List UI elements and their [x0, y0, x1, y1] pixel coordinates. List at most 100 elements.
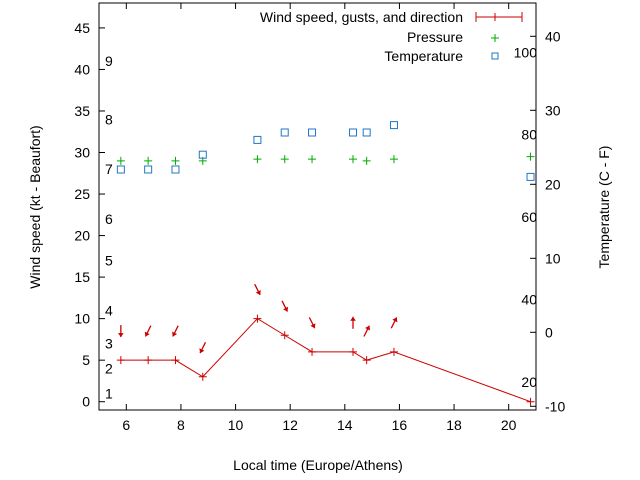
temperature-point [308, 128, 317, 137]
fahrenheit-label: 100 [514, 45, 538, 61]
wind-arrow-head [144, 331, 150, 337]
wind-arrow-icon [254, 283, 261, 296]
pressure-point [253, 155, 262, 164]
pressure-point [144, 156, 153, 165]
pressure-point [362, 156, 371, 165]
pressure-point [526, 152, 535, 161]
wind-arrow-head [255, 290, 261, 295]
beaufort-label: 9 [105, 53, 113, 69]
legend-swatch-wind [475, 12, 523, 22]
wind-speed-point [144, 356, 153, 365]
y2-axis-label: Temperature (C - F) [596, 146, 612, 269]
wind-arrow-head [392, 317, 398, 323]
wind-speed-point [171, 356, 180, 365]
fahrenheit-label: 20 [521, 374, 537, 390]
pressure-point [116, 156, 125, 165]
y-tick-label: 30 [74, 145, 90, 161]
wind-direction-arrows [118, 283, 398, 354]
temperature-point [253, 135, 262, 144]
wind-arrow-icon [172, 325, 179, 337]
temperature-point [171, 165, 180, 174]
pressure-point [171, 156, 180, 165]
wind-speed-point [308, 347, 317, 356]
beaufort-labels: 1 2 3 4 5 6 7 8 9 [105, 53, 113, 401]
wind-speed-point [349, 347, 358, 356]
wind-arrow-head [118, 333, 124, 338]
fahrenheit-labels: 20 40 60 80 100 [514, 45, 538, 390]
y2-tick-label: -10 [545, 398, 565, 414]
y-tick-label: 0 [82, 394, 90, 410]
legend-label-temperature: Temperature [384, 48, 463, 64]
wind-arrow-icon [350, 316, 356, 329]
y-tick-label: 45 [74, 20, 90, 36]
wind-arrow-head [283, 306, 289, 312]
pressure-point [308, 155, 317, 164]
wind-speed-line [120, 317, 531, 403]
wind-arrow-icon [281, 300, 289, 312]
wind-arrow-head [199, 348, 205, 354]
temperature-point [280, 128, 289, 137]
series-plus-line [116, 314, 535, 406]
legend-swatch-pressure [491, 34, 499, 42]
fahrenheit-label: 80 [521, 127, 537, 143]
tick-labels: 6 8 10 12 14 16 18 20051015202530354045-1001020… [74, 20, 565, 433]
series-layer [116, 121, 535, 406]
x-tick-label: 12 [282, 417, 298, 433]
wind-arrow-icon [363, 325, 371, 337]
beaufort-label: 8 [105, 111, 113, 127]
y2-tick-label: 20 [545, 176, 561, 192]
wind-speed-point [198, 372, 207, 381]
y-tick-label: 10 [74, 311, 90, 327]
legend-label-wind: Wind speed, gusts, and direction [260, 9, 463, 25]
x-axis-label: Local time (Europe/Athens) [233, 457, 403, 473]
temperature-point [362, 128, 371, 137]
wind-arrow-icon [199, 342, 207, 354]
wind-arrow-icon [308, 317, 316, 329]
axis-ticks [99, 3, 536, 410]
x-tick-label: 8 [177, 417, 185, 433]
temperature-point [116, 165, 125, 174]
pressure-point [389, 155, 398, 164]
beaufort-label: 6 [105, 211, 113, 227]
x-tick-label: 10 [228, 417, 244, 433]
wind-arrow-icon [144, 325, 152, 337]
y-axis-label: Wind speed (kt - Beaufort) [27, 125, 43, 288]
y-tick-label: 40 [74, 61, 90, 77]
wind-speed-point [362, 356, 371, 365]
fahrenheit-label: 40 [521, 292, 537, 308]
wind-arrow-head [172, 331, 178, 337]
beaufort-label: 3 [105, 336, 113, 352]
y2-tick-label: 30 [545, 102, 561, 118]
x-tick-label: 16 [392, 417, 408, 433]
beaufort-label: 1 [105, 385, 113, 401]
wind-arrow-head [310, 323, 316, 329]
temperature-point [389, 121, 398, 130]
series-plus [116, 152, 535, 165]
y-tick-label: 20 [74, 228, 90, 244]
fahrenheit-label: 60 [521, 209, 537, 225]
wind-speed-point [389, 347, 398, 356]
legend-swatch-temperature [491, 52, 499, 60]
pressure-point [349, 155, 358, 164]
wind-speed-point [253, 314, 262, 323]
temperature-point [349, 128, 358, 137]
series-square [116, 121, 535, 181]
wind-arrow-icon [390, 317, 398, 329]
y-tick-label: 35 [74, 103, 90, 119]
temperature-point [198, 150, 207, 159]
beaufort-label: 2 [105, 360, 113, 376]
wind-arrow-head [365, 325, 371, 331]
legend: Wind speed, gusts, and direction Pressur… [260, 9, 523, 64]
x-tick-label: 14 [337, 417, 353, 433]
temperature-point [144, 165, 153, 174]
pressure-point [280, 155, 289, 164]
x-tick-label: 20 [501, 417, 517, 433]
y-tick-label: 5 [82, 352, 90, 368]
y2-tick-label: 40 [545, 28, 561, 44]
x-tick-label: 6 [122, 417, 130, 433]
wind-speed-point [116, 356, 125, 365]
beaufort-label: 4 [105, 302, 113, 318]
wind-speed-point [526, 397, 535, 406]
y2-tick-label: 0 [545, 324, 553, 340]
